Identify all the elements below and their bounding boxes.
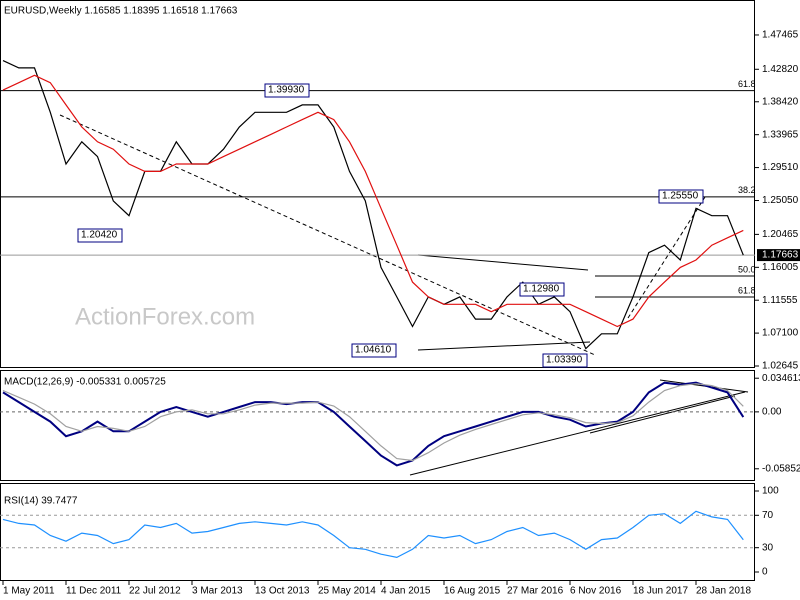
y-tick-label: 1.38420	[762, 96, 799, 107]
y-tick-label: 0.00	[762, 407, 782, 418]
fib-label: 61.8	[738, 79, 756, 89]
rsi-panel	[0, 483, 755, 581]
series-line	[2, 383, 744, 462]
x-tick-label: 16 Aug 2015	[444, 586, 501, 597]
trend-line	[417, 341, 591, 351]
trend-line	[417, 254, 589, 271]
panel-title: RSI(14) 39.7477	[4, 496, 78, 507]
trend-line	[589, 395, 736, 434]
y-tick-label: 1.20465	[762, 229, 799, 240]
y-tick-label: 1.33965	[762, 129, 799, 140]
price-label: 1.25550	[662, 191, 699, 202]
y-tick-label: 1.25050	[762, 195, 799, 206]
y-tick-label: 1.42820	[762, 64, 799, 75]
price-label-box	[542, 353, 588, 368]
panel-title: EURUSD,Weekly 1.16585 1.18395 1.16518 1.…	[4, 6, 238, 17]
price-label: 1.04610	[355, 345, 392, 356]
panel-borders	[0, 0, 755, 581]
y-tick-label: -0.058527	[762, 463, 800, 474]
price-label: 1.12980	[523, 284, 560, 295]
y-tick-label: 100	[762, 486, 779, 497]
x-tick-label: 22 Jul 2012	[129, 586, 181, 597]
x-tick-label: 1 May 2011	[3, 586, 55, 597]
price-label: 1.03390	[546, 355, 583, 366]
y-tick-label: 1.29510	[762, 162, 799, 173]
price-label-box	[264, 83, 310, 98]
price-label-box	[658, 189, 704, 204]
x-tick-label: 3 Mar 2013	[192, 586, 243, 597]
x-tick-label: 13 Oct 2013	[255, 586, 310, 597]
series-line	[2, 60, 744, 350]
y-tick-label: 30	[762, 542, 774, 553]
trend-line	[627, 196, 706, 319]
x-tick-label: 27 Mar 2016	[507, 586, 564, 597]
series-line	[2, 74, 744, 328]
y-tick-label: 1.11555	[762, 295, 798, 306]
y-tick-label: 1.02645	[762, 361, 799, 372]
x-tick-label: 4 Jan 2015	[381, 586, 431, 597]
y-tick-label: 1.07100	[762, 328, 799, 339]
fib-label: 61.8	[738, 285, 756, 295]
price-label-box	[519, 282, 565, 297]
x-tick-label: 11 Dec 2011	[66, 586, 122, 597]
current-price-label: 1.17663	[762, 250, 799, 261]
price-label-box	[351, 343, 397, 358]
y-tick-label: 1.47465	[762, 30, 799, 41]
x-tick-label: 28 Jan 2018	[696, 586, 751, 597]
y-tick-label: 1.16005	[762, 262, 799, 273]
x-tick-label: 25 May 2014	[318, 586, 376, 597]
trend-line	[409, 391, 746, 476]
y-tick-label: 0.034613	[762, 373, 800, 384]
x-tick-label: 18 Jun 2017	[633, 586, 688, 597]
price-label: 1.39930	[268, 85, 305, 96]
macd-panel	[0, 370, 755, 481]
x-tick-label: 6 Nov 2016	[570, 586, 622, 597]
price-panel	[0, 0, 755, 368]
current-price-box	[757, 249, 800, 262]
panel-title: MACD(12,26,9) -0.005331 0.005725	[4, 377, 166, 388]
y-tick-label: 70	[762, 510, 774, 521]
series-line	[2, 510, 744, 559]
fib-label: 50.0	[738, 264, 756, 274]
price-label: 1.20420	[81, 230, 118, 241]
watermark: ActionForex.com	[75, 303, 255, 330]
fib-label: 38.2	[738, 185, 756, 195]
y-tick-label: 0	[762, 567, 768, 578]
price-label-box	[77, 228, 123, 243]
